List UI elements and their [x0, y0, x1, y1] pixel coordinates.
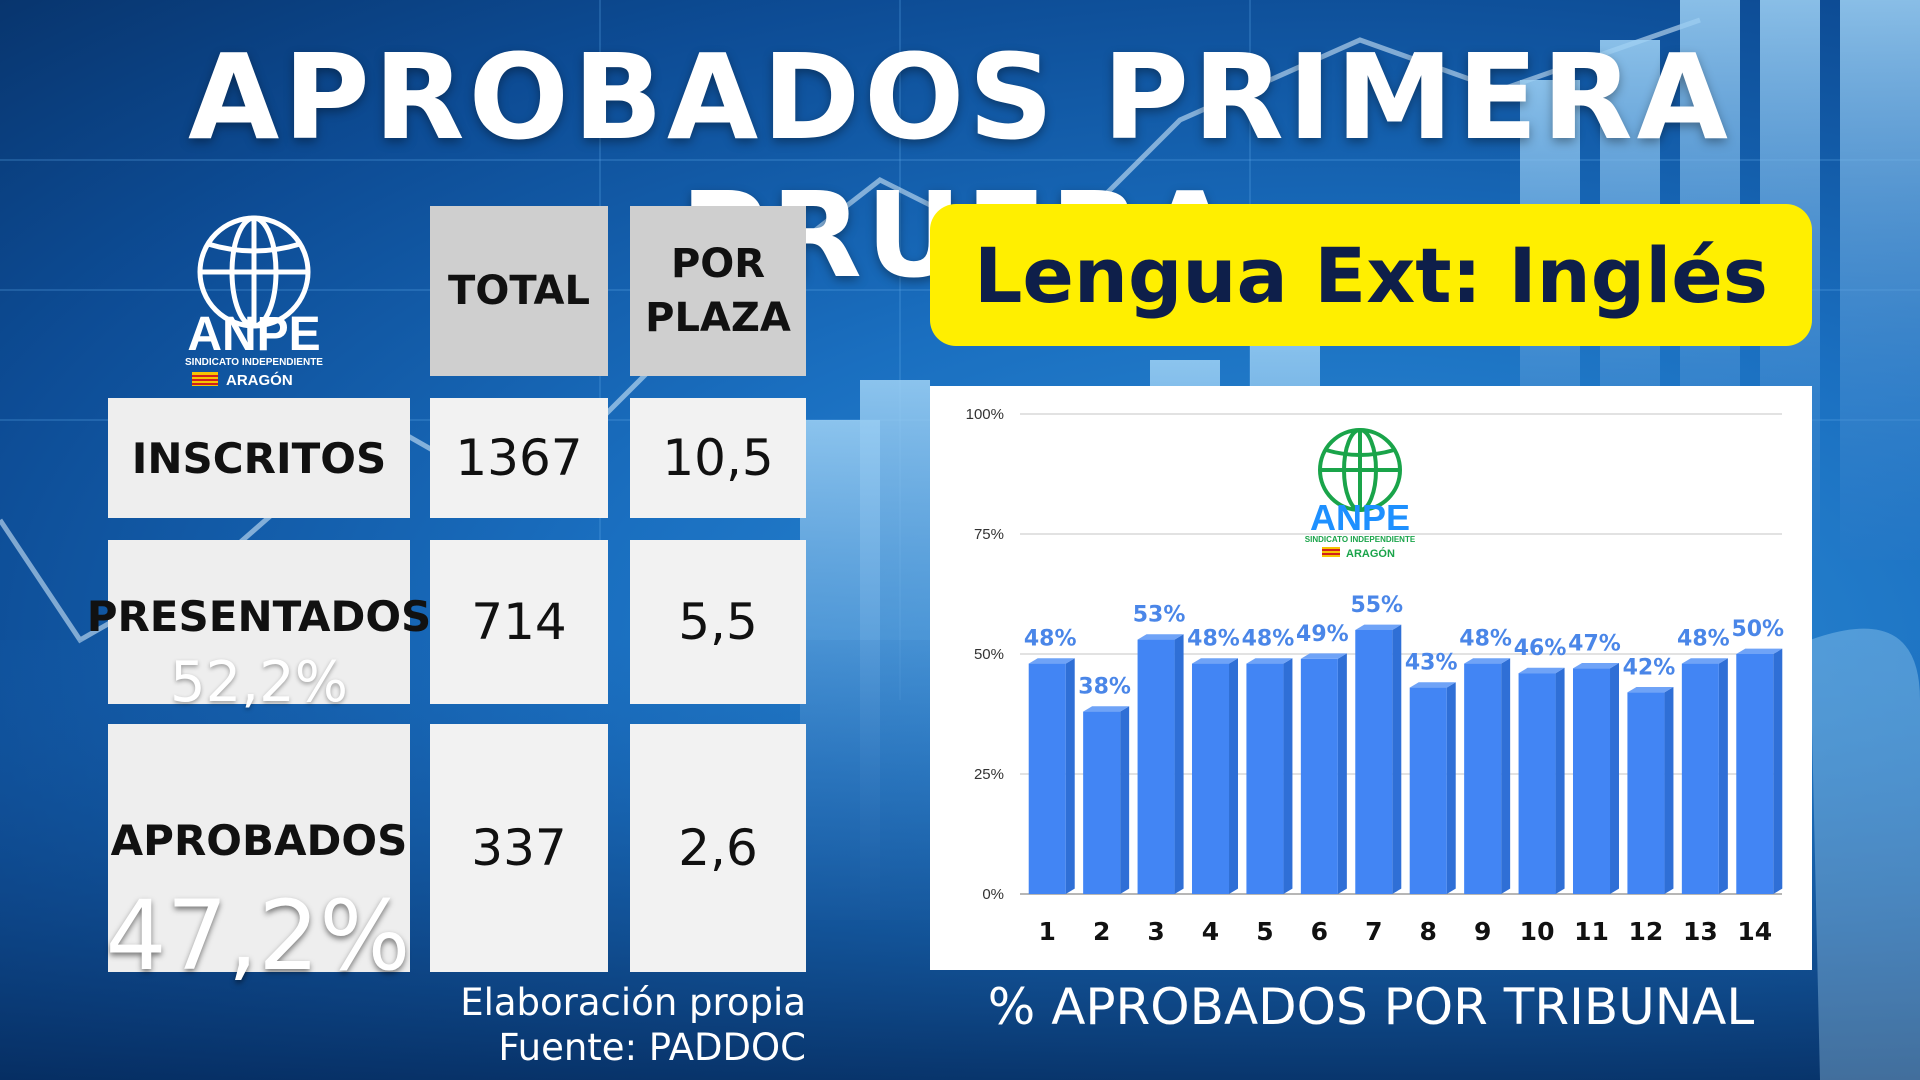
cell-presentados-por-plaza: 5,5: [630, 540, 806, 704]
globe-icon: ANPE SINDICATO INDEPENDIENTE ARAGÓN: [185, 215, 323, 389]
data-label: 48%: [1024, 627, 1077, 652]
cell-value: 5,5: [678, 593, 758, 651]
header-por-plaza-line1: POR: [670, 241, 766, 287]
x-tick-label: 14: [1737, 917, 1772, 946]
data-label: 47%: [1568, 631, 1621, 656]
bar-10: [1518, 667, 1565, 894]
data-label: 50%: [1731, 617, 1784, 642]
x-tick-label: 13: [1683, 917, 1718, 946]
chart-title: % APROBADOS POR TRIBUNAL: [987, 978, 1755, 1036]
y-tick-label: 50%: [974, 646, 1004, 663]
data-label: 46%: [1514, 636, 1567, 661]
row-label-text: APROBADOS: [110, 816, 408, 865]
data-label: 42%: [1623, 655, 1676, 680]
data-label: 48%: [1677, 627, 1730, 652]
source-line-2: Fuente: PADDOC: [498, 1026, 806, 1070]
aprobados-percent: 47,2%: [105, 880, 411, 992]
bar-8: [1409, 682, 1456, 894]
x-tick-label: 2: [1093, 917, 1110, 946]
bar-4: [1191, 658, 1239, 894]
svg-text:SINDICATO INDEPENDIENTE: SINDICATO INDEPENDIENTE: [185, 357, 323, 368]
data-label: 38%: [1078, 675, 1131, 700]
x-tick-label: 12: [1629, 917, 1664, 946]
row-label-aprobados: APROBADOS: [108, 724, 410, 972]
anpe-logo: ANPE SINDICATO INDEPENDIENTE ARAGÓN: [168, 212, 340, 390]
data-label: 49%: [1296, 622, 1349, 647]
chart-logo: ANPE SINDICATO INDEPENDIENTE ARAGÓN: [1305, 428, 1416, 560]
row-label-text: PRESENTADOS: [86, 592, 432, 641]
bar-5: [1246, 658, 1293, 894]
x-tick-label: 9: [1474, 917, 1491, 946]
y-tick-label: 100%: [966, 406, 1004, 423]
bar-chart: 0% 25% 50% 75% 100% ANPE SINDICATO INDEPENDI…: [966, 406, 1784, 946]
bar-1: [1028, 658, 1075, 894]
x-tick-label: 5: [1256, 917, 1273, 946]
subject-label: Lengua Ext: Inglés: [973, 230, 1769, 320]
row-label-text: INSCRITOS: [131, 433, 387, 483]
bar-7: [1355, 624, 1402, 894]
source-note: Elaboración propia Fuente: PADDOC: [420, 980, 806, 1070]
svg-text:ANPE: ANPE: [187, 308, 320, 361]
x-tick-label: 8: [1420, 917, 1437, 946]
cell-value: 2,6: [678, 819, 758, 877]
x-tick-label: 11: [1574, 917, 1609, 946]
data-label: 53%: [1133, 603, 1186, 628]
cell-aprobados-por-plaza: 2,6: [630, 724, 806, 972]
data-label: 55%: [1350, 593, 1403, 618]
chart-panel: 0% 25% 50% 75% 100% ANPE SINDICATO INDEPENDI…: [930, 386, 1812, 970]
subject-badge: Lengua Ext: Inglés: [930, 204, 1812, 346]
cell-inscritos-total: 1367: [430, 398, 608, 518]
bar-2: [1083, 706, 1130, 894]
row-label-presentados: PRESENTADOS: [87, 540, 431, 704]
chart-logo-tagline: SINDICATO INDEPENDIENTE: [1305, 535, 1416, 544]
cell-inscritos-por-plaza: 10,5: [630, 398, 806, 518]
bar-11: [1572, 663, 1620, 894]
row-label-inscritos: INSCRITOS: [108, 398, 410, 518]
data-label: 48%: [1242, 627, 1295, 652]
header-total-label: TOTAL: [448, 268, 590, 314]
y-tick-label: 75%: [974, 526, 1004, 543]
presentados-percent: 52,2%: [170, 650, 348, 715]
cell-value: 337: [471, 819, 567, 877]
cell-value: 714: [471, 593, 567, 651]
chart-logo-region: ARAGÓN: [1346, 547, 1395, 560]
x-tick-label: 7: [1365, 917, 1382, 946]
source-line-1: Elaboración propia: [460, 981, 806, 1024]
cell-value: 1367: [455, 429, 583, 487]
bar-9: [1464, 658, 1511, 894]
bar-3: [1137, 634, 1184, 894]
data-label: 48%: [1459, 627, 1512, 652]
svg-text:ARAGÓN: ARAGÓN: [226, 371, 293, 389]
data-label: 43%: [1405, 651, 1458, 676]
y-tick-label: 0%: [982, 886, 1004, 903]
x-tick-label: 6: [1311, 917, 1328, 946]
cell-presentados-total: 714: [430, 540, 608, 704]
x-tick-label: 1: [1039, 917, 1056, 946]
header-por-plaza: POR PLAZA: [630, 206, 806, 376]
x-tick-label: 3: [1147, 917, 1164, 946]
header-por-plaza-line2: PLAZA: [645, 295, 791, 341]
data-label: 48%: [1187, 627, 1240, 652]
cell-value: 10,5: [662, 429, 774, 487]
chart-logo-name: ANPE: [1310, 497, 1410, 538]
x-tick-label: 4: [1202, 917, 1219, 946]
bar-13: [1681, 658, 1728, 894]
y-tick-label: 25%: [974, 766, 1004, 783]
x-tick-label: 10: [1520, 917, 1555, 946]
bar-12: [1627, 687, 1674, 894]
header-total: TOTAL: [430, 206, 608, 376]
bar-6: [1300, 653, 1347, 894]
cell-aprobados-total: 337: [430, 724, 608, 972]
bar-14: [1736, 648, 1783, 894]
